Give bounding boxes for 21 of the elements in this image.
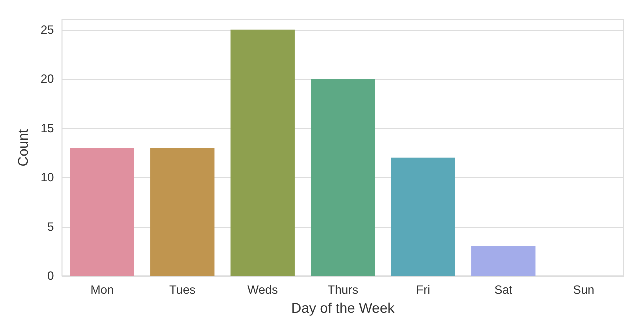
y-axis-title: Count — [15, 129, 31, 167]
x-axis-title: Day of the Week — [292, 300, 396, 316]
bar — [230, 30, 295, 276]
y-tick-label: 0 — [48, 269, 55, 284]
x-tick-label: Mon — [90, 283, 114, 298]
y-tick-label: 5 — [48, 220, 55, 234]
y-tick-label: 10 — [40, 170, 55, 185]
x-tick-label: Thurs — [328, 283, 358, 298]
x-tick-label: Weds — [248, 283, 278, 298]
y-tick-label: 20 — [40, 72, 55, 86]
x-tick-label: Sun — [573, 283, 595, 298]
x-tick-label: Tues — [170, 283, 196, 298]
y-tick-label: 15 — [40, 121, 55, 136]
bar — [311, 79, 376, 276]
bar — [150, 148, 215, 276]
x-tick-label: Fri — [416, 283, 430, 298]
bar — [391, 158, 456, 276]
bar — [70, 148, 134, 276]
x-tick-label: Sat — [494, 283, 514, 298]
bar — [472, 246, 536, 276]
y-tick-label: 25 — [40, 22, 55, 37]
